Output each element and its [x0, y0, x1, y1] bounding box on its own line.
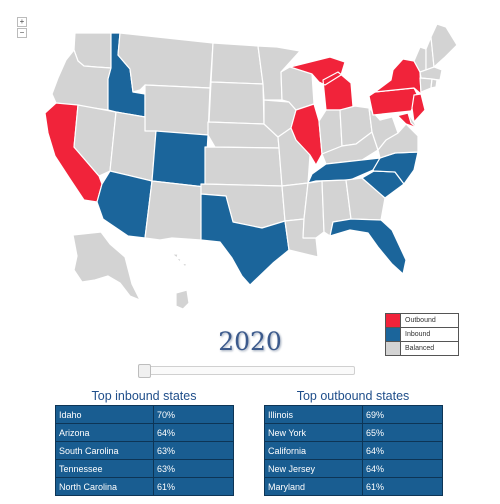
- legend-label: Inbound: [405, 331, 431, 338]
- state-wy[interactable]: [144, 84, 211, 136]
- percent-cell: 61%: [153, 477, 234, 496]
- state-nd[interactable]: [210, 42, 264, 85]
- table-row: North Carolina 61%: [55, 477, 234, 496]
- legend-swatch-inbound: [386, 328, 401, 341]
- zoom-out-button[interactable]: −: [17, 28, 27, 38]
- state-ga[interactable]: [345, 177, 386, 221]
- state-name-cell: Arizona: [55, 423, 154, 442]
- legend-item-outbound: Outbound: [386, 314, 458, 328]
- state-ak[interactable]: [72, 231, 141, 301]
- legend-swatch-outbound: [386, 314, 401, 327]
- state-name-cell: Idaho: [55, 405, 154, 424]
- legend-item-balanced: Balanced: [386, 342, 458, 355]
- state-name-cell: South Carolina: [55, 441, 154, 460]
- table-row: Maryland 61%: [264, 477, 443, 496]
- inbound-table-title: Top inbound states: [91, 389, 197, 403]
- state-ny[interactable]: [374, 58, 422, 95]
- map-legend: Outbound Inbound Balanced: [385, 313, 459, 356]
- percent-cell: 65%: [362, 423, 443, 442]
- state-nj[interactable]: [411, 93, 426, 123]
- state-ri[interactable]: [430, 78, 438, 89]
- state-tx[interactable]: [200, 193, 290, 286]
- table-row: Idaho 70%: [55, 405, 234, 424]
- zoom-controls: + −: [17, 17, 27, 39]
- outbound-table: Illinois 69% New York 65% California 64% New J…: [264, 405, 443, 496]
- outbound-table-title: Top outbound states: [296, 389, 410, 403]
- state-co[interactable]: [151, 130, 209, 188]
- legend-item-inbound: Inbound: [386, 328, 458, 342]
- state-sd[interactable]: [208, 81, 265, 125]
- year-slider-handle[interactable]: [138, 364, 151, 378]
- percent-cell: 63%: [153, 441, 234, 460]
- percent-cell: 61%: [362, 477, 443, 496]
- legend-swatch-balanced: [386, 342, 401, 355]
- table-row: South Carolina 63%: [55, 441, 234, 460]
- state-mt[interactable]: [117, 32, 214, 93]
- table-row: Arizona 64%: [55, 423, 234, 442]
- state-name-cell: North Carolina: [55, 477, 154, 496]
- zoom-in-button[interactable]: +: [17, 17, 27, 27]
- state-name-cell: Maryland: [264, 477, 363, 496]
- inbound-table: Idaho 70% Arizona 64% South Carolina 63% Tenne…: [55, 405, 234, 496]
- percent-cell: 70%: [153, 405, 234, 424]
- state-hi[interactable]: [171, 253, 190, 310]
- table-row: California 64%: [264, 441, 443, 460]
- legend-label: Outbound: [405, 317, 436, 324]
- percent-cell: 63%: [153, 459, 234, 478]
- state-ct[interactable]: [419, 77, 433, 93]
- state-il[interactable]: [290, 103, 323, 166]
- percent-cell: 64%: [362, 441, 443, 460]
- table-row: Illinois 69%: [264, 405, 443, 424]
- table-row: Tennessee 63%: [55, 459, 234, 478]
- state-az[interactable]: [96, 170, 153, 239]
- year-slider[interactable]: [138, 364, 355, 378]
- us-map: [44, 23, 458, 310]
- state-name-cell: Tennessee: [55, 459, 154, 478]
- percent-cell: 69%: [362, 405, 443, 424]
- state-me[interactable]: [430, 23, 458, 68]
- state-name-cell: Illinois: [264, 405, 363, 424]
- percent-cell: 64%: [362, 459, 443, 478]
- state-name-cell: New York: [264, 423, 363, 442]
- state-ma[interactable]: [419, 66, 443, 81]
- percent-cell: 64%: [153, 423, 234, 442]
- year-label: 2020: [218, 327, 282, 356]
- state-name-cell: California: [264, 441, 363, 460]
- legend-label: Balanced: [405, 345, 435, 352]
- state-nm[interactable]: [144, 180, 206, 241]
- state-name-cell: New Jersey: [264, 459, 363, 478]
- table-row: New York 65%: [264, 423, 443, 442]
- table-row: New Jersey 64%: [264, 459, 443, 478]
- state-de[interactable]: [407, 112, 418, 129]
- state-fl[interactable]: [329, 218, 407, 275]
- state-ks[interactable]: [204, 146, 283, 187]
